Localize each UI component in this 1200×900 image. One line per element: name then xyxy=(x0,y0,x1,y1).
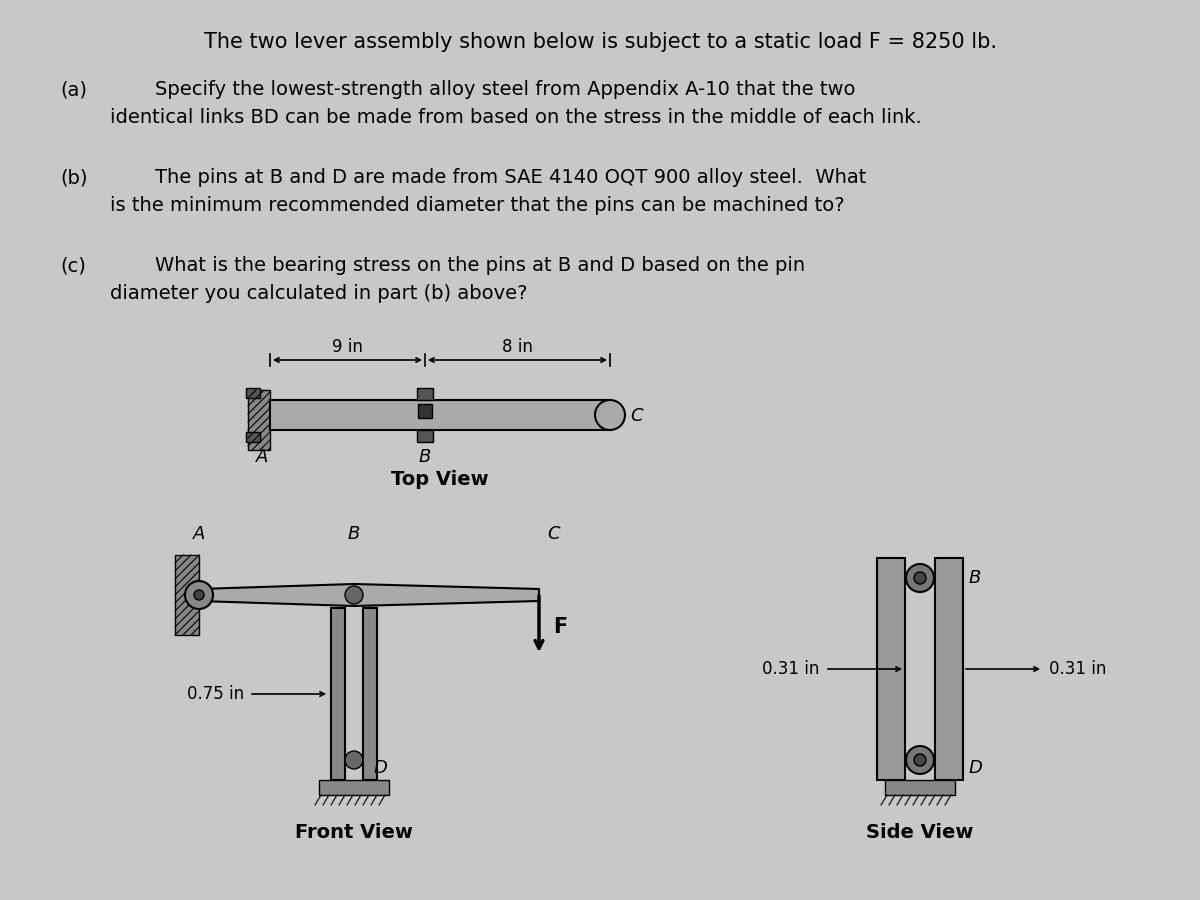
Bar xyxy=(246,388,260,398)
Text: C: C xyxy=(630,407,643,425)
Text: The two lever assembly shown below is subject to a static load F = 8250 lb.: The two lever assembly shown below is su… xyxy=(204,32,996,52)
Text: 8 in: 8 in xyxy=(502,338,533,356)
Text: 0.31 in: 0.31 in xyxy=(1049,660,1106,678)
Circle shape xyxy=(185,581,214,609)
Text: D: D xyxy=(374,759,388,777)
Bar xyxy=(364,608,377,780)
Text: diameter you calculated in part (b) above?: diameter you calculated in part (b) abov… xyxy=(110,284,528,303)
Text: 0.31 in: 0.31 in xyxy=(762,660,818,678)
Circle shape xyxy=(914,572,926,584)
Ellipse shape xyxy=(595,400,625,430)
Circle shape xyxy=(346,586,364,604)
Bar xyxy=(877,558,905,780)
Bar xyxy=(935,558,964,780)
Circle shape xyxy=(194,590,204,600)
Circle shape xyxy=(346,751,364,769)
Text: B: B xyxy=(419,448,431,466)
Bar xyxy=(418,388,433,400)
Bar xyxy=(418,430,433,442)
Bar xyxy=(319,780,389,795)
Text: 9 in: 9 in xyxy=(332,338,362,356)
Text: C: C xyxy=(547,525,559,543)
Text: A: A xyxy=(193,525,205,543)
Bar xyxy=(246,432,260,442)
Text: (b): (b) xyxy=(60,168,88,187)
Text: 0.75 in: 0.75 in xyxy=(187,685,244,703)
Text: identical links BD can be made from based on the stress in the middle of each li: identical links BD can be made from base… xyxy=(110,108,922,127)
Text: (a): (a) xyxy=(60,80,88,99)
Bar xyxy=(248,390,270,450)
Text: Front View: Front View xyxy=(295,823,413,842)
Bar xyxy=(175,555,199,635)
Text: Top View: Top View xyxy=(391,470,488,489)
Text: B: B xyxy=(348,525,360,543)
Bar xyxy=(331,608,346,780)
Text: Side View: Side View xyxy=(866,823,973,842)
Text: A: A xyxy=(256,448,268,466)
Circle shape xyxy=(906,746,934,774)
Text: B: B xyxy=(970,569,982,587)
Bar xyxy=(886,780,955,795)
Circle shape xyxy=(906,564,934,592)
Polygon shape xyxy=(199,584,539,606)
Text: is the minimum recommended diameter that the pins can be machined to?: is the minimum recommended diameter that… xyxy=(110,196,845,215)
Text: What is the bearing stress on the pins at B and D based on the pin: What is the bearing stress on the pins a… xyxy=(155,256,805,275)
Text: The pins at B and D are made from SAE 4140 OQT 900 alloy steel.  What: The pins at B and D are made from SAE 41… xyxy=(155,168,866,187)
Bar xyxy=(270,400,610,430)
Text: Specify the lowest-strength alloy steel from Appendix A-10 that the two: Specify the lowest-strength alloy steel … xyxy=(155,80,856,99)
Text: (c): (c) xyxy=(60,256,86,275)
Bar xyxy=(418,404,432,418)
Text: D: D xyxy=(970,759,983,777)
Circle shape xyxy=(914,754,926,766)
Text: F: F xyxy=(553,617,568,637)
